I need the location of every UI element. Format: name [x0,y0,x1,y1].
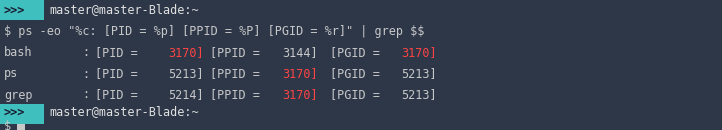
Bar [0,104,44,124]
Text: [PPID =: [PPID = [210,67,260,80]
Text: >>>: >>> [3,4,25,17]
Text: 5213]: 5213] [401,89,437,102]
Text: 3144]: 3144] [282,47,318,60]
Text: master@master-Blade:~: master@master-Blade:~ [49,106,199,119]
Text: 3170]: 3170] [282,89,318,102]
Text: :: : [82,89,89,102]
Text: [PID =: [PID = [95,67,138,80]
Text: grep: grep [4,89,32,102]
Text: 3170]: 3170] [282,67,318,80]
Text: [PPID =: [PPID = [210,89,260,102]
Text: master@master-Blade:~: master@master-Blade:~ [49,4,199,17]
Text: [PGID =: [PGID = [330,89,380,102]
Text: 5214]: 5214] [168,89,204,102]
Text: [PGID =: [PGID = [330,67,380,80]
Text: bash: bash [4,47,32,60]
Bar [17,120,25,130]
Text: :: : [82,67,89,80]
Text: 3170]: 3170] [401,47,437,60]
Text: 5213]: 5213] [401,67,437,80]
Bar [0,0,44,20]
Text: [PID =: [PID = [95,89,138,102]
Text: 3170]: 3170] [168,47,204,60]
Text: :: : [82,47,89,60]
Text: >>>: >>> [3,106,25,119]
Text: 5213]: 5213] [168,67,204,80]
Text: [PGID =: [PGID = [330,47,380,60]
Text: [PID =: [PID = [95,47,138,60]
Text: $ ps -eo "%c: [PID = %p] [PPID = %P] [PGID = %r]" | grep $$: $ ps -eo "%c: [PID = %p] [PPID = %P] [PG… [4,25,425,38]
Text: [PPID =: [PPID = [210,47,260,60]
Text: ps: ps [4,67,18,80]
Text: $: $ [4,119,11,130]
